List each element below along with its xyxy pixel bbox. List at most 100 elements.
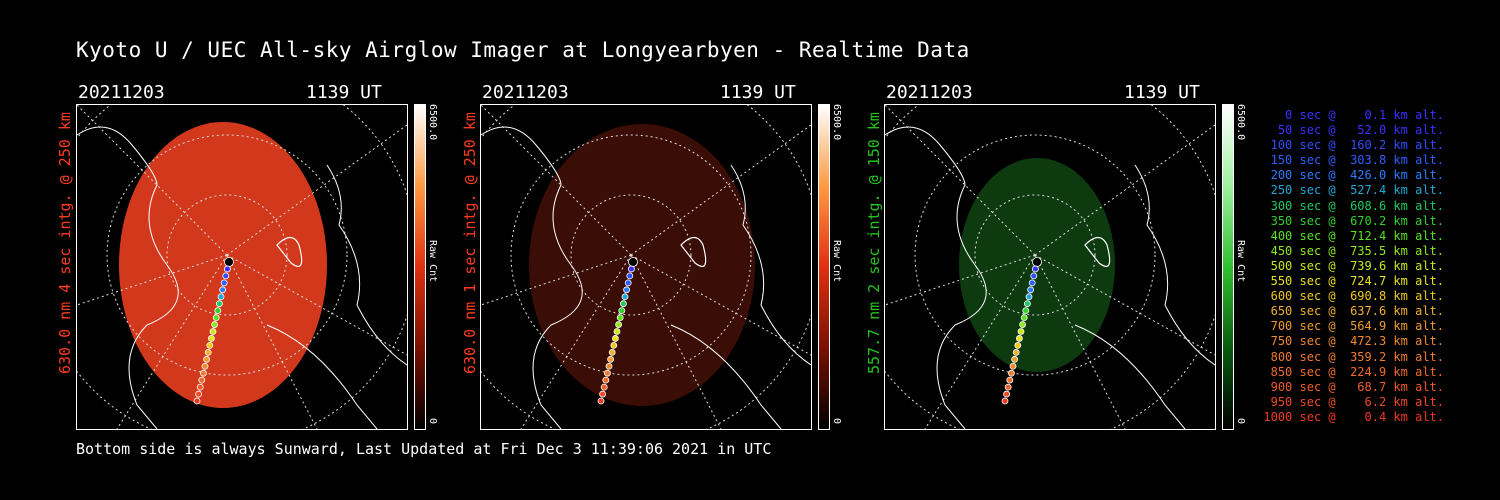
track-point	[1030, 272, 1038, 280]
meridian-line	[885, 105, 1036, 256]
track-point	[1019, 321, 1027, 328]
track-point	[220, 279, 228, 287]
track-point	[1022, 307, 1030, 315]
colorbar-1	[414, 104, 426, 430]
legend-row: 250 sec @ 527.4 km alt.	[1270, 183, 1444, 198]
coastline	[266, 324, 378, 429]
track-point	[602, 376, 610, 384]
airglow-field	[529, 124, 755, 406]
colorbar-2-max: 6500.0	[831, 104, 842, 141]
track-point	[1023, 300, 1031, 308]
track-point	[607, 355, 615, 363]
meridian-line	[885, 254, 1036, 306]
track-point	[1011, 355, 1019, 363]
coastline	[481, 126, 583, 429]
track-point	[619, 300, 627, 308]
legend-row: 500 sec @ 739.6 km alt.	[1270, 258, 1444, 273]
track-point	[615, 321, 623, 328]
meridian-line	[481, 254, 632, 306]
footer-note: Bottom side is always Sunward, Last Upda…	[76, 440, 772, 458]
track-point	[599, 390, 606, 398]
latitude-circle	[914, 134, 1156, 376]
meridian-line	[630, 254, 811, 356]
track-point	[196, 383, 204, 391]
latitude-circle	[974, 194, 1096, 316]
panel-3-ylabel: 557.7 nm 2 sec intg. @ 150 km	[865, 112, 883, 374]
track-point	[1006, 376, 1014, 384]
meridian-line	[77, 105, 228, 256]
track-point	[616, 314, 624, 322]
track-point	[608, 348, 616, 356]
track-point	[1014, 341, 1022, 349]
meridian-line	[77, 254, 228, 306]
panel-1-date: 20211203	[78, 82, 165, 103]
track-point	[212, 314, 220, 322]
legend-row: 900 sec @ 68.7 km alt.	[1270, 379, 1444, 394]
legend-row: 600 sec @ 690.8 km alt.	[1270, 289, 1444, 304]
legend-row: 950 sec @ 6.2 km alt.	[1270, 394, 1444, 409]
track-point	[1028, 279, 1036, 287]
track-point	[193, 397, 201, 405]
panel-2-image	[480, 104, 812, 430]
track-point	[1001, 397, 1009, 405]
track-point	[1012, 348, 1020, 356]
track-point	[219, 286, 227, 294]
track-point	[610, 341, 618, 349]
panel-3-date: 20211203	[886, 82, 973, 103]
colorbar-3	[1222, 104, 1234, 430]
track-point	[201, 362, 209, 370]
track-point	[600, 383, 608, 391]
legend-row: 1000 sec @ 0.4 km alt.	[1263, 409, 1444, 424]
latitude-circle	[510, 134, 752, 376]
colorbar-2-min: 0	[831, 418, 842, 425]
coastline	[1134, 164, 1215, 366]
panel-1-time: 1139 UT	[306, 82, 382, 103]
track-point	[611, 335, 619, 342]
meridian-line	[630, 124, 811, 256]
track-point	[1004, 383, 1012, 391]
colorbar-1-min: 0	[427, 418, 438, 425]
track-point	[211, 321, 219, 328]
track-point	[597, 397, 605, 405]
legend-row: 50 sec @ 52.0 km alt.	[1277, 123, 1444, 138]
colorbar-3-max: 6500.0	[1235, 104, 1246, 141]
coastline	[77, 126, 179, 429]
latitude-circle	[106, 134, 348, 376]
coastline	[885, 126, 987, 429]
track-point	[1027, 286, 1035, 294]
track-point	[1031, 265, 1039, 273]
track-point	[1025, 293, 1033, 301]
track-point	[222, 272, 230, 280]
track-point	[628, 257, 638, 267]
track-point	[204, 348, 212, 356]
legend-row: 100 sec @ 160.2 km alt.	[1270, 138, 1444, 153]
airglow-field	[119, 122, 327, 408]
svalbard-coastline	[276, 236, 303, 267]
meridian-line	[481, 105, 632, 256]
colorbar-2-unit: Raw Cnt	[831, 240, 842, 283]
panel-3-image	[884, 104, 1216, 430]
allsky-image-557-2s	[885, 105, 1215, 429]
colorbar-1-unit: Raw Cnt	[427, 240, 438, 283]
legend-row: 0 sec @ 0.1 km alt.	[1285, 108, 1444, 122]
meridian-line	[1034, 124, 1215, 256]
track-point	[206, 341, 214, 349]
track-point	[214, 307, 222, 315]
track-point	[618, 307, 626, 315]
track-point	[200, 369, 207, 377]
panel-1-image	[76, 104, 408, 430]
meridian-line	[226, 124, 407, 256]
track-point	[217, 293, 225, 301]
track-point	[624, 279, 632, 287]
panel-2-ylabel: 630.0 nm 1 sec intg. @ 250 km	[461, 112, 479, 374]
legend-row: 350 sec @ 670.2 km alt.	[1270, 213, 1444, 228]
legend-row: 650 sec @ 637.6 km alt.	[1270, 304, 1444, 319]
track-point	[224, 257, 234, 267]
track-point	[195, 390, 202, 398]
coastline	[730, 164, 811, 366]
track-point	[209, 328, 217, 335]
track-point	[623, 286, 631, 294]
legend-row: 400 sec @ 712.4 km alt.	[1270, 228, 1444, 243]
track-point	[207, 335, 215, 342]
track-point	[613, 328, 621, 335]
